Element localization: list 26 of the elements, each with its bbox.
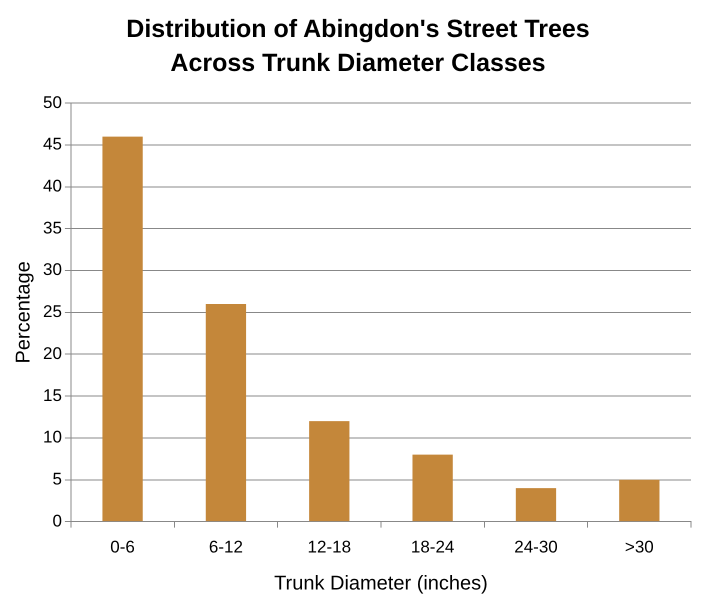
bar (516, 488, 556, 522)
y-tick-label: 35 (42, 218, 62, 238)
y-axis-title: Percentage (12, 261, 35, 364)
y-tick-label: 5 (52, 469, 62, 488)
x-tick-label: 0-6 (110, 537, 135, 556)
y-tick-label: 20 (42, 344, 62, 363)
bar (206, 304, 246, 522)
y-tick-label: 25 (42, 302, 62, 322)
x-axis-title: Trunk Diameter (inches) (274, 572, 488, 595)
y-tick-label: 10 (42, 428, 62, 447)
y-tick-label: 15 (42, 386, 62, 405)
y-tick-label: 0 (52, 511, 62, 530)
x-tick-label: 24-30 (514, 537, 558, 556)
x-tick-label: 6-12 (208, 537, 243, 556)
x-tick-label: 12-18 (308, 537, 352, 556)
y-tick-label: 30 (42, 260, 62, 280)
x-tick-label: 18-24 (410, 537, 454, 556)
bar (309, 421, 350, 522)
bar (619, 480, 660, 522)
x-tick-label: >30 (624, 537, 654, 556)
y-tick-label: 50 (42, 92, 62, 112)
bar (412, 454, 453, 522)
chart-title: Distribution of Abingdon's Street Trees Across Trunk Diameter Classes (125, 14, 591, 79)
y-tick-label: 45 (42, 134, 62, 154)
y-tick-label: 40 (42, 176, 62, 196)
bar (102, 136, 143, 522)
